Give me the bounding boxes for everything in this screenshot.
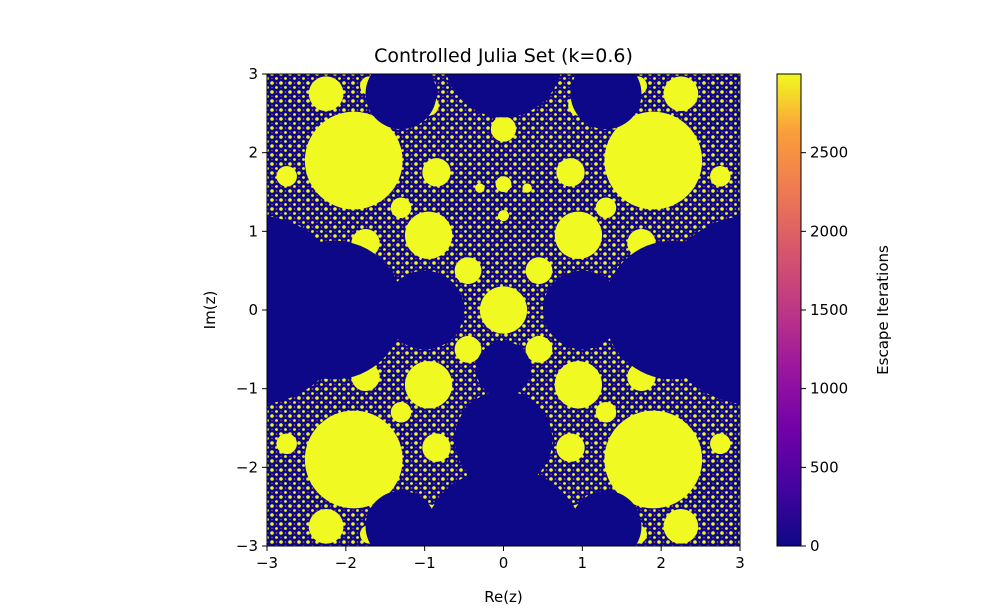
escape-region — [454, 390, 553, 489]
colorbar-tick-label: 2000 — [810, 222, 848, 240]
fractal-regions — [267, 74, 740, 546]
x-tick-label: −1 — [414, 554, 436, 572]
bounded-region — [308, 508, 344, 544]
x-tick-label: −2 — [335, 554, 357, 572]
bounded-region — [525, 257, 553, 285]
y-tick-label: 3 — [248, 65, 258, 83]
bounded-region — [497, 210, 510, 222]
y-tick-label: 2 — [248, 144, 258, 162]
y-tick-label: 1 — [248, 222, 258, 240]
x-axis-label: Re(z) — [484, 588, 523, 606]
colorbar-label: Escape Iterations — [874, 245, 892, 375]
bounded-region — [604, 410, 703, 509]
bounded-region — [276, 433, 297, 454]
bounded-region — [556, 433, 585, 462]
escape-region — [570, 74, 642, 130]
escape-region — [420, 467, 587, 546]
x-tick-label: 1 — [578, 554, 588, 572]
bounded-region — [308, 76, 344, 112]
colorbar-tick-label: 500 — [810, 458, 839, 476]
bounded-region — [475, 183, 485, 193]
y-tick-label: −1 — [236, 380, 258, 398]
colorbar-tick-label: 0 — [810, 537, 820, 555]
escape-region — [267, 216, 350, 404]
y-axis: −3 −2 −1 0 1 2 3 — [236, 65, 267, 555]
bounded-region — [422, 158, 451, 187]
bounded-region — [404, 361, 453, 409]
y-tick-label: −2 — [236, 458, 258, 476]
bounded-region — [604, 111, 703, 210]
escape-region — [365, 490, 437, 546]
bounded-region — [479, 286, 528, 334]
y-tick-label: −3 — [236, 537, 258, 555]
escape-region — [657, 216, 740, 404]
bounded-region — [663, 76, 699, 112]
bounded-region — [454, 257, 482, 285]
escape-region — [542, 270, 622, 350]
bounded-region — [390, 197, 412, 218]
bounded-region — [422, 433, 451, 462]
colorbar-tick-label: 2500 — [810, 144, 848, 162]
bounded-region — [304, 111, 403, 210]
bounded-region — [495, 176, 512, 193]
bounded-region — [595, 402, 617, 423]
y-axis-label: Im(z) — [201, 291, 219, 330]
colorbar — [776, 73, 802, 547]
x-tick-label: 3 — [735, 554, 745, 572]
escape-region — [385, 270, 465, 350]
x-axis: −3 −2 −1 0 1 2 3 — [256, 546, 745, 572]
bounded-region — [710, 166, 731, 187]
colorbar-ticks: 0 500 1000 1500 2000 2500 — [801, 144, 848, 555]
x-tick-label: 0 — [499, 554, 509, 572]
escape-region — [446, 74, 561, 118]
bounded-region — [556, 158, 585, 187]
escape-region — [570, 490, 642, 546]
y-tick-label: 0 — [248, 301, 258, 319]
bounded-region — [276, 166, 297, 187]
bounded-region — [710, 433, 731, 454]
bounded-region — [404, 211, 453, 259]
bounded-region — [554, 361, 603, 409]
colorbar-tick-label: 1000 — [810, 380, 848, 398]
bounded-region — [390, 402, 412, 423]
bounded-region — [522, 183, 532, 193]
x-tick-label: 2 — [656, 554, 666, 572]
escape-region — [365, 74, 437, 130]
bounded-region — [490, 116, 517, 142]
bounded-region — [525, 335, 553, 363]
bounded-region — [554, 211, 603, 259]
bounded-region — [304, 410, 403, 509]
chart-title: Controlled Julia Set (k=0.6) — [374, 45, 633, 67]
colorbar-tick-label: 1500 — [810, 301, 848, 319]
bounded-region — [663, 508, 699, 544]
bounded-region — [454, 335, 482, 363]
escape-region — [475, 341, 532, 397]
plot-area — [267, 74, 740, 546]
x-tick-label: −3 — [256, 554, 278, 572]
bounded-region — [595, 197, 617, 218]
